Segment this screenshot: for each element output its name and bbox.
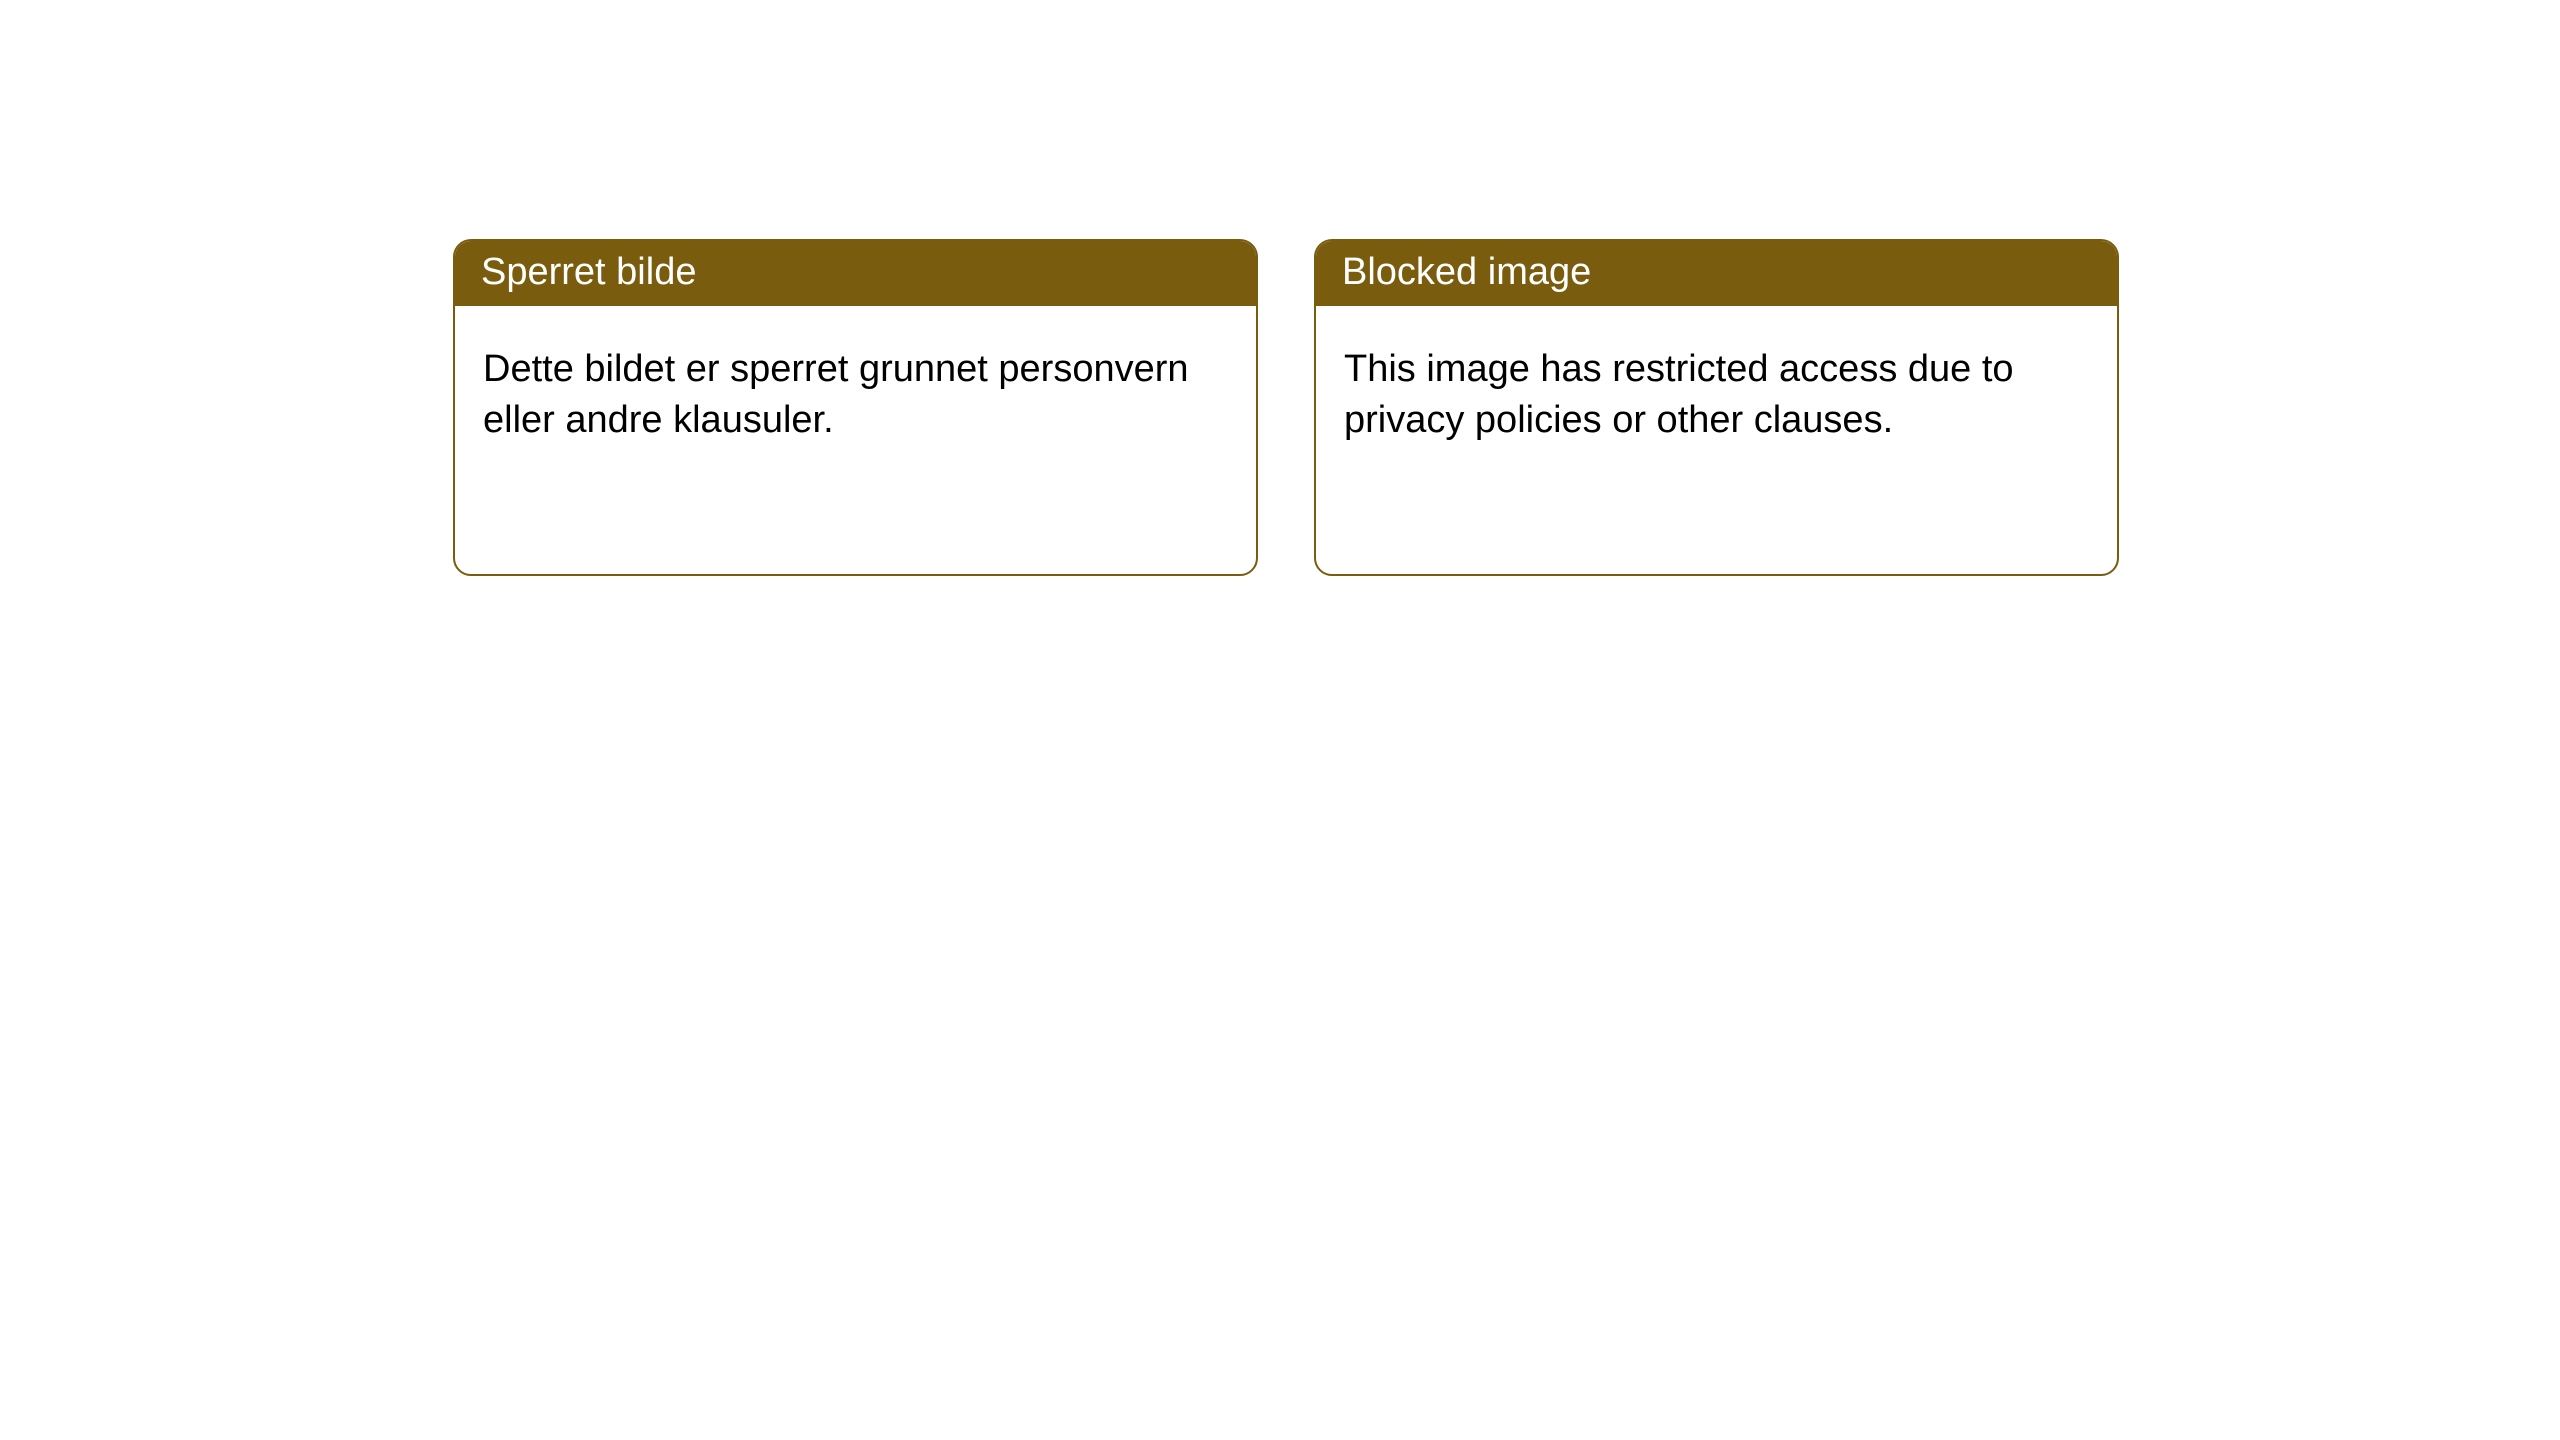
card-body: Dette bildet er sperret grunnet personve… bbox=[455, 306, 1256, 475]
card-body: This image has restricted access due to … bbox=[1316, 306, 2117, 475]
card-header: Sperret bilde bbox=[455, 241, 1256, 306]
blocked-image-card-no: Sperret bilde Dette bildet er sperret gr… bbox=[453, 239, 1258, 576]
cards-container: Sperret bilde Dette bildet er sperret gr… bbox=[0, 0, 2560, 576]
card-header: Blocked image bbox=[1316, 241, 2117, 306]
blocked-image-card-en: Blocked image This image has restricted … bbox=[1314, 239, 2119, 576]
